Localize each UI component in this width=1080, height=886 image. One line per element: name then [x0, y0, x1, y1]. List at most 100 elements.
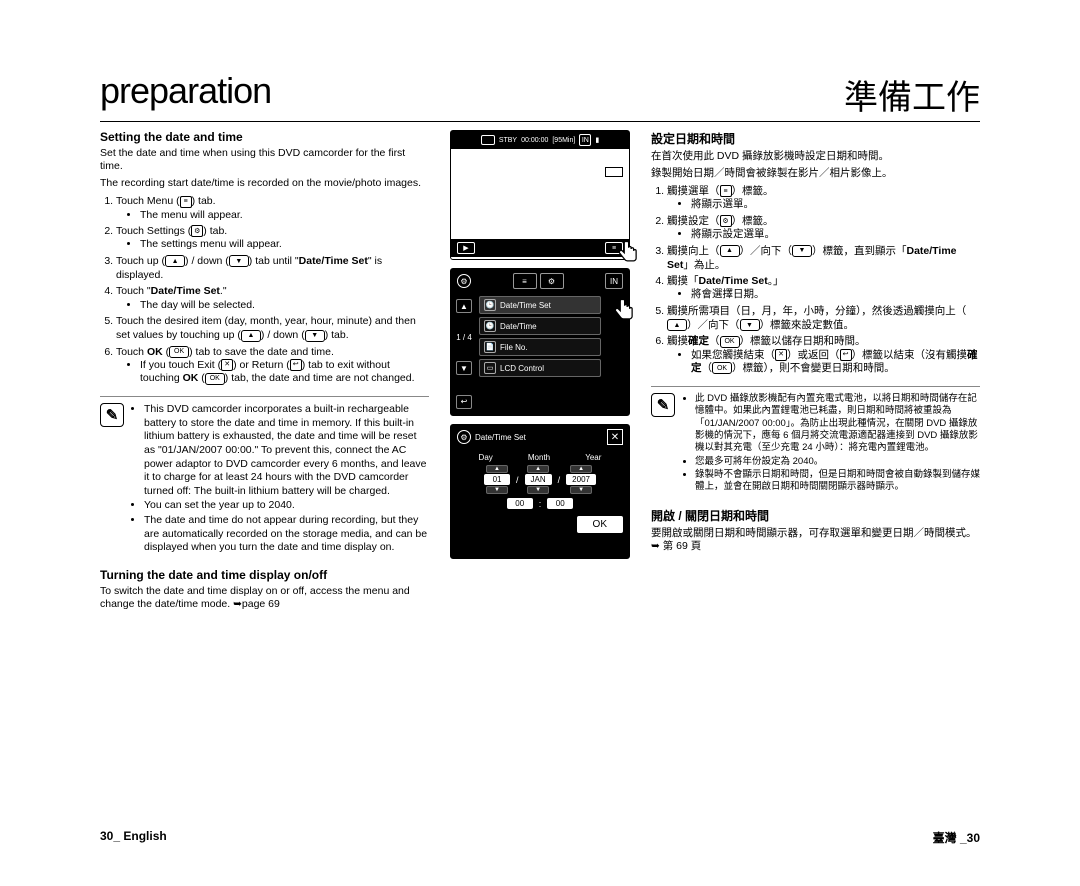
up-icon: ▲ [720, 245, 740, 257]
min-spinner[interactable]: 00 [547, 498, 573, 509]
zh-heading-2: 開啟 / 關閉日期和時間 [651, 507, 980, 524]
up-icon: ▲ [165, 255, 185, 267]
nav-up[interactable]: ▲ [456, 299, 472, 313]
dts-body: Day Month Year ▲01▼ / ▲JAN▼ / ▲2007▼ 00 … [451, 449, 629, 516]
title-chinese: 準備工作 [844, 70, 980, 119]
footer-left: 30_ English [100, 829, 167, 846]
tab-in[interactable]: IN [605, 273, 623, 289]
en-step-6: Touch OK (OK) tab to save the date and t… [116, 345, 429, 386]
list-item[interactable]: 🕒Date/Time Set [479, 296, 601, 314]
en-step-2-sub: The settings menu will appear. [140, 238, 429, 252]
zh-step-6-sub: 如果您觸摸結束（✕）或返回（↩）標籤以結束（沒有觸摸確定（OK）標籤），則不會變… [691, 349, 980, 376]
gear-icon: ⚙ [191, 225, 203, 237]
chinese-column: 設定日期和時間 在首次使用此 DVD 攝錄放影機時設定日期和時間。 錄製開始日期… [651, 130, 980, 615]
pointer-hand-icon [609, 297, 639, 327]
gear-icon: ⚙ [457, 430, 471, 444]
ok-icon: OK [169, 346, 189, 358]
zh-note-box: ✎ 此 DVD 攝錄放影機配有內置充電式電池，以將日期和時間儲存在記憶體中。如果… [651, 386, 980, 495]
zh-step-3: 觸摸向上（▲）／向下（▼）標籤，直到顯示「Date/Time Set」為止。 [667, 244, 980, 272]
sd-icon [605, 167, 623, 177]
day-spinner[interactable]: ▲01▼ [484, 464, 510, 495]
zh-note-2: 您最多可將年份設定為 2040。 [695, 456, 980, 468]
en-step-4-sub: The day will be selected. [140, 299, 429, 313]
nav-return[interactable]: ↩ [456, 395, 472, 409]
zh-step-1: 觸摸選單（≡）標籤。 將顯示選單。 [667, 184, 980, 212]
exit-icon: ✕ [221, 359, 233, 371]
clock-icon: 🕒 [484, 320, 496, 332]
zh-step-4-sub: 將會選擇日期。 [691, 288, 980, 302]
en-note-3: The date and time do not appear during r… [144, 514, 429, 555]
close-button[interactable]: ✕ [607, 429, 623, 445]
settings-top-bar: ⚙ ≡ ⚙ IN [451, 269, 629, 293]
down-icon: ▼ [792, 245, 812, 257]
content-columns: Setting the date and time Set the date a… [100, 130, 980, 615]
in-icon: IN [579, 134, 591, 146]
lcd-icon: ▭ [484, 362, 496, 374]
standby-preview [451, 149, 629, 239]
year-spinner[interactable]: ▲2007▼ [566, 464, 596, 495]
list-item[interactable]: 📄File No. [479, 338, 601, 356]
footer-right: 臺灣 _30 [933, 829, 980, 846]
down-icon: ▼ [229, 255, 249, 267]
screenshots-column: STBY 00:00:00 [95Min] IN ▮ ▶ ≡ [445, 130, 635, 615]
dts-labels: Day Month Year [461, 453, 619, 462]
camera-icon [481, 135, 495, 145]
screenshot-standby: STBY 00:00:00 [95Min] IN ▮ ▶ ≡ [450, 130, 630, 260]
note-icon: ✎ [100, 403, 124, 427]
menu-icon: ≡ [720, 185, 732, 197]
zh-note-text: 此 DVD 攝錄放影機配有內置充電式電池，以將日期和時間儲存在記憶體中。如果此內… [681, 393, 980, 495]
zh-step-6: 觸摸確定（OK）標籤以儲存日期和時間。 如果您觸摸結束（✕）或返回（↩）標籤以結… [667, 334, 980, 375]
up-icon: ▲ [241, 330, 261, 342]
en-note-box: ✎ This DVD camcorder incorporates a buil… [100, 396, 429, 556]
down-icon: ▼ [740, 319, 760, 331]
exit-icon: ✕ [775, 349, 787, 361]
ok-icon: OK [712, 362, 732, 374]
en-heading-2: Turning the date and time display on/off [100, 568, 429, 582]
hour-spinner[interactable]: 00 [507, 498, 533, 509]
zh-step-4: 觸摸「Date/Time Set。」 將會選擇日期。 [667, 274, 980, 302]
up-icon: ▲ [667, 319, 687, 331]
dts-top-bar: ⚙ Date/Time Set ✕ [451, 425, 629, 449]
dts-ok-bar: OK [451, 516, 629, 537]
zh-note-3: 錄製時不會顯示日期和時間，但是日期和時間會被自動錄製到儲存媒體上，並會在開啟日期… [695, 469, 980, 494]
en-body-2: To switch the date and time display on o… [100, 585, 429, 611]
return-icon: ↩ [840, 349, 852, 361]
title-row: preparation 準備工作 [100, 70, 980, 122]
en-step-4: Touch "Date/Time Set." The day will be s… [116, 284, 429, 312]
en-step-6-sub: If you touch Exit (✕) or Return (↩) tab … [140, 359, 429, 386]
en-note-1: This DVD camcorder incorporates a built-… [144, 403, 429, 498]
en-step-2: Touch Settings (⚙) tab. The settings men… [116, 224, 429, 252]
zh-body-2: 要開啟或關閉日期和時間顯示器，可存取選單和變更日期／時間模式。➥ 第 69 頁 [651, 527, 980, 553]
play-button[interactable]: ▶ [457, 242, 475, 254]
english-column: Setting the date and time Set the date a… [100, 130, 429, 615]
ok-icon: OK [720, 336, 740, 348]
ok-icon: OK [205, 373, 225, 385]
stby-remain: [95Min] [552, 137, 575, 144]
month-spinner[interactable]: ▲JAN▼ [525, 464, 552, 495]
page-footer: 30_ English 臺灣 _30 [100, 829, 980, 846]
ok-button[interactable]: OK [577, 516, 623, 533]
zh-step-5: 觸摸所需項目（日，月，年，小時，分鐘），然後透過觸摸向上（▲）／向下（▼）標籤來… [667, 304, 980, 332]
list-item[interactable]: ▭LCD Control [479, 359, 601, 377]
en-heading-1: Setting the date and time [100, 130, 429, 144]
zh-intro-1: 在首次使用此 DVD 攝錄放影機時設定日期和時間。 [651, 150, 980, 163]
list-item[interactable]: 🕒Date/Time [479, 317, 601, 335]
tab-gear[interactable]: ⚙ [540, 273, 564, 289]
zh-step-1-sub: 將顯示選單。 [691, 198, 980, 212]
stby-time: 00:00:00 [521, 137, 548, 144]
en-intro-2: The recording start date/time is recorde… [100, 177, 429, 190]
zh-note-1: 此 DVD 攝錄放影機配有內置充電式電池，以將日期和時間儲存在記憶體中。如果此內… [695, 393, 980, 455]
screenshot-datetime-set: ⚙ Date/Time Set ✕ Day Month Year ▲01▼ / … [450, 424, 630, 559]
tab-menu[interactable]: ≡ [513, 273, 537, 289]
nav-down[interactable]: ▼ [456, 361, 472, 375]
title-english: preparation [100, 70, 271, 119]
screenshot-settings-list: ⚙ ≡ ⚙ IN ▲ 1 / 4 ▼ ↩ 🕒Date/Time Set 🕒Dat… [450, 268, 630, 416]
dts-title: Date/Time Set [475, 433, 526, 442]
en-intro-1: Set the date and time when using this DV… [100, 147, 429, 173]
en-step-1: Touch Menu (≡) tab. The menu will appear… [116, 194, 429, 222]
manual-page: preparation 準備工作 Setting the date and ti… [100, 70, 980, 846]
pointer-hand-icon [613, 239, 643, 269]
down-icon: ▼ [305, 330, 325, 342]
standby-status-bar: STBY 00:00:00 [95Min] IN ▮ [451, 131, 629, 149]
en-note-2: You can set the year up to 2040. [144, 499, 429, 513]
